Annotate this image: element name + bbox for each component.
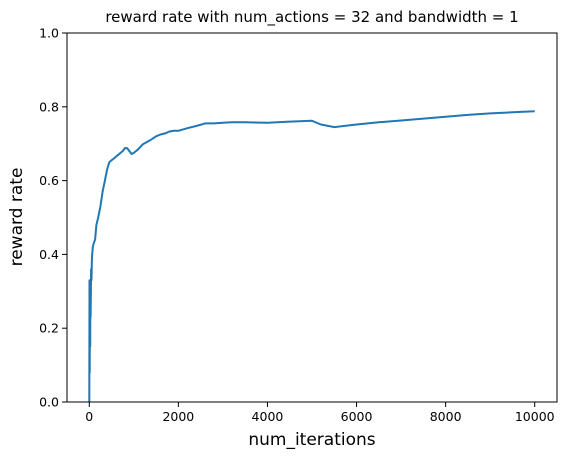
x-tick-label: 10000 — [515, 409, 555, 424]
y-tick-label: 0.6 — [39, 173, 59, 188]
series-line-0 — [88, 110, 535, 403]
y-axis-label: reward rate — [7, 168, 27, 267]
x-tick-label: 0 — [85, 409, 93, 424]
x-tick-label: 4000 — [252, 409, 284, 424]
y-tick-label: 0.8 — [39, 99, 59, 114]
y-tick-label: 1.0 — [39, 26, 59, 41]
x-axis-label: num_iterations — [248, 430, 375, 450]
x-tick-label: 2000 — [162, 409, 194, 424]
y-tick-label: 0.0 — [39, 395, 59, 410]
x-tick-label: 6000 — [341, 409, 373, 424]
x-tick-label: 8000 — [430, 409, 462, 424]
y-tick-label: 0.4 — [39, 247, 59, 262]
y-tick-label: 0.2 — [39, 321, 59, 336]
plot-frame — [66, 32, 558, 403]
plot-area: 0 2000 4000 6000 8000 10000 0.0 0.2 0.4 0.6 0.8 1.0 — [39, 26, 558, 424]
chart-title: reward rate with num_actions = 32 and ba… — [105, 8, 518, 27]
